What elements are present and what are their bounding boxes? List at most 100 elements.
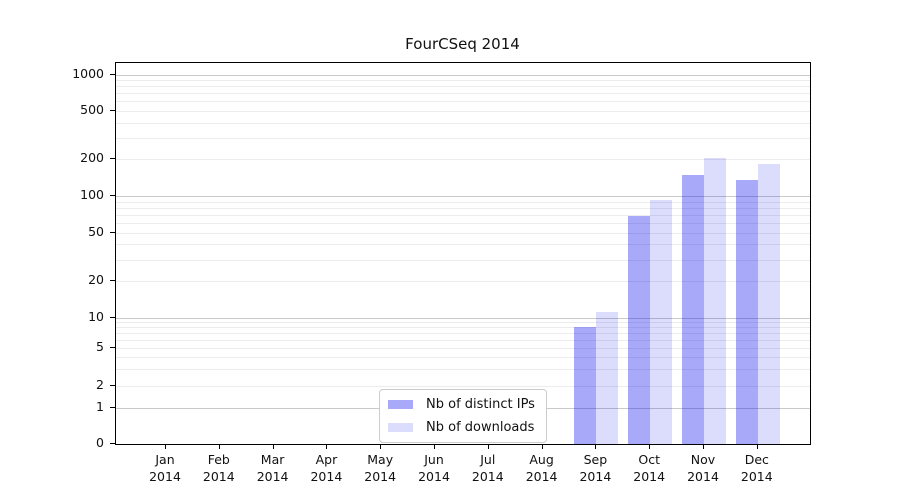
y-axis-tick-200	[110, 158, 115, 160]
gridline-40	[116, 244, 810, 246]
x-axis-tick-label-aug: Aug 2014	[513, 451, 571, 485]
y-axis-tick-100	[110, 195, 115, 196]
x-axis-tick-label-jun: Jun 2014	[405, 451, 463, 485]
x-axis-tick-feb	[218, 444, 220, 449]
x-label-year: 2014	[471, 469, 504, 484]
x-axis-tick-apr	[326, 444, 328, 449]
x-label-year: 2014	[687, 469, 719, 484]
x-label-month: Oct	[638, 452, 660, 467]
y-axis-tick-label-100: 100	[80, 187, 104, 202]
gridline-60	[116, 222, 810, 224]
gridline-800	[116, 86, 810, 88]
gridline-200	[116, 159, 810, 161]
x-label-month: Jul	[480, 452, 496, 467]
gridline-7	[116, 333, 810, 335]
x-label-year: 2014	[418, 469, 450, 484]
legend-label-distinct-ips: Nb of distinct IPs	[426, 397, 535, 412]
x-label-month: Aug	[529, 452, 554, 467]
gridline-8	[116, 327, 810, 329]
gridline-9	[116, 322, 810, 324]
x-label-year: 2014	[202, 469, 235, 484]
y-axis-tick-label-20: 20	[88, 271, 104, 287]
x-axis-tick-oct	[649, 444, 651, 449]
gridline-80	[116, 207, 810, 209]
bar-nb-of-downloads-dec	[757, 164, 780, 444]
x-label-year: 2014	[310, 469, 343, 484]
y-axis-tick-label-1000: 1000	[72, 65, 104, 81]
gridline-90	[116, 201, 810, 203]
x-axis-tick-aug	[541, 444, 543, 449]
y-axis-tick-label-5: 5	[96, 339, 104, 354]
x-axis-tick-label-jan: Jan 2014	[136, 451, 194, 485]
x-label-month: Jan	[155, 452, 175, 467]
x-label-year: 2014	[633, 469, 666, 484]
x-axis-tick-sep	[595, 444, 597, 449]
x-label-month: Feb	[207, 452, 230, 467]
chart-title: FourCSeq 2014	[405, 35, 520, 53]
x-axis-tick-label-nov: Nov 2014	[674, 451, 732, 485]
x-label-year: 2014	[525, 469, 558, 484]
x-label-month: Jun	[424, 452, 444, 467]
legend-label-downloads: Nb of downloads	[426, 420, 535, 435]
x-label-month: Mar	[260, 452, 285, 467]
y-axis-tick-label-500: 500	[80, 102, 104, 118]
y-axis-tick-1000	[110, 73, 115, 75]
y-axis-tick-label-2: 2	[96, 376, 104, 392]
gridline-10	[116, 317, 810, 319]
y-axis-tick-20	[110, 279, 115, 281]
legend: Nb of distinct IPs Nb of downloads	[379, 389, 547, 443]
bar-nb-of-downloads-nov	[704, 158, 726, 444]
x-axis-tick-label-mar: Mar 2014	[244, 451, 302, 485]
x-axis-tick-jul	[487, 444, 489, 449]
gridline-500	[116, 111, 810, 113]
x-label-year: 2014	[149, 469, 181, 484]
gridline-3	[116, 368, 810, 370]
gridline-300	[116, 138, 810, 140]
x-axis-tick-label-jul: Jul 2014	[459, 451, 517, 485]
x-label-year: 2014	[256, 469, 289, 484]
y-axis-tick-label-0: 0	[96, 434, 104, 450]
bar-nb-of-downloads-oct	[650, 199, 673, 444]
gridline-70	[116, 214, 810, 216]
legend-item-distinct-ips: Nb of distinct IPs	[388, 393, 535, 416]
y-axis-tick-1	[110, 407, 115, 408]
gridline-100	[116, 196, 810, 197]
gridline-1000	[116, 74, 810, 76]
y-axis-tick-label-10: 10	[88, 308, 104, 324]
bar-nb-of-distinct-ips-dec	[735, 180, 758, 444]
x-label-month: Sep	[583, 452, 608, 467]
bar-nb-of-downloads-sep	[596, 312, 619, 444]
plot-area	[115, 62, 811, 445]
x-label-month: May	[367, 452, 394, 467]
x-axis-tick-jun	[434, 444, 435, 449]
y-axis-tick-2	[110, 384, 115, 386]
y-axis-tick-label-200: 200	[80, 150, 104, 166]
y-axis-tick-5	[110, 347, 115, 348]
x-label-year: 2014	[579, 469, 612, 484]
y-axis-tick-500	[110, 110, 115, 112]
gridline-6	[116, 339, 810, 341]
gridline-900	[116, 80, 810, 82]
y-axis-tick-50	[110, 231, 115, 233]
legend-swatch-downloads-icon	[388, 423, 413, 432]
x-label-month: Apr	[315, 452, 338, 467]
y-axis-tick-0	[110, 442, 115, 444]
bar-nb-of-distinct-ips-sep	[574, 327, 597, 444]
x-axis-tick-jan	[165, 444, 166, 449]
x-axis-tick-may	[380, 444, 382, 449]
x-axis-tick-label-sep: Sep 2014	[566, 451, 624, 485]
x-label-month: Nov	[690, 452, 716, 467]
gridline-2	[116, 385, 810, 387]
gridline-50	[116, 232, 810, 234]
x-axis-tick-label-apr: Apr 2014	[297, 451, 355, 485]
x-axis-tick-label-may: May 2014	[351, 451, 409, 485]
gridline-30	[116, 259, 810, 261]
x-axis-tick-label-oct: Oct 2014	[620, 451, 678, 485]
x-label-month: Dec	[744, 452, 769, 467]
gridline-700	[116, 93, 810, 95]
x-label-year: 2014	[364, 469, 397, 484]
x-axis-tick-label-dec: Dec 2014	[728, 451, 786, 485]
bar-nb-of-distinct-ips-nov	[682, 175, 704, 444]
gridline-5	[116, 348, 810, 349]
